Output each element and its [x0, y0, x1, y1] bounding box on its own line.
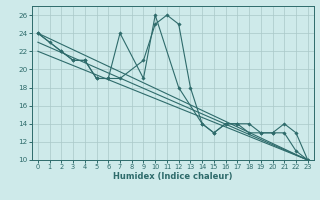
- X-axis label: Humidex (Indice chaleur): Humidex (Indice chaleur): [113, 172, 233, 181]
